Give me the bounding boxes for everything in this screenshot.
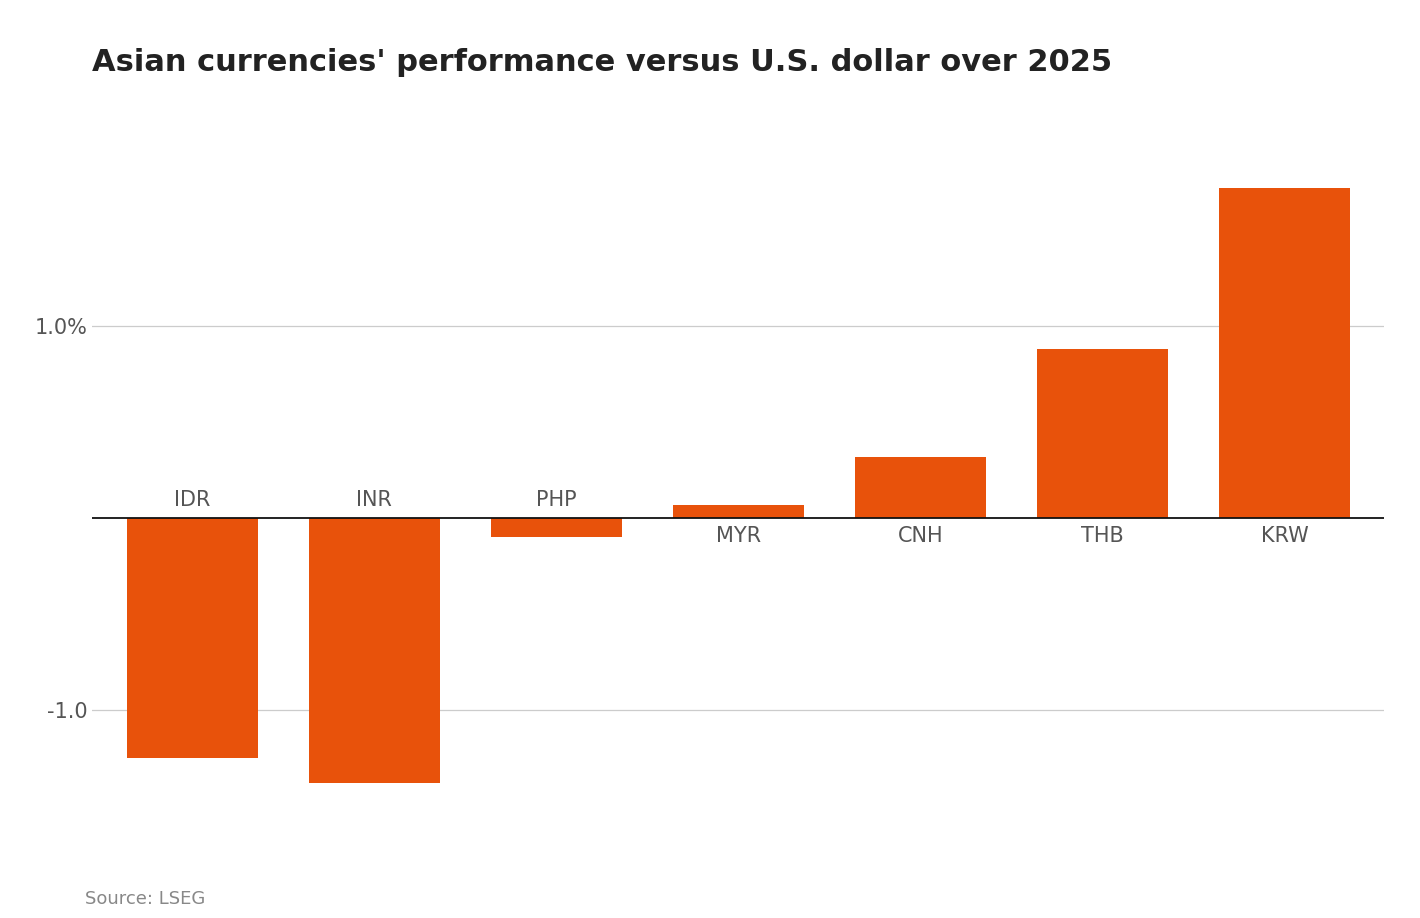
Bar (491, 518, 622, 537)
Bar (126, 518, 258, 758)
Text: CNH: CNH (897, 526, 943, 545)
Bar (673, 505, 804, 518)
Bar (855, 456, 985, 518)
Text: MYR: MYR (716, 526, 761, 545)
Text: PHP: PHP (537, 490, 577, 510)
Text: INR: INR (356, 490, 392, 510)
Text: Source: LSEG: Source: LSEG (85, 890, 206, 908)
Text: KRW: KRW (1261, 526, 1308, 545)
Bar (1218, 188, 1350, 518)
Text: THB: THB (1081, 526, 1123, 545)
Bar (310, 518, 440, 783)
Text: Asian currencies' performance versus U.S. dollar over 2025: Asian currencies' performance versus U.S… (92, 48, 1112, 77)
Text: IDR: IDR (175, 490, 210, 510)
Bar (1037, 349, 1167, 518)
